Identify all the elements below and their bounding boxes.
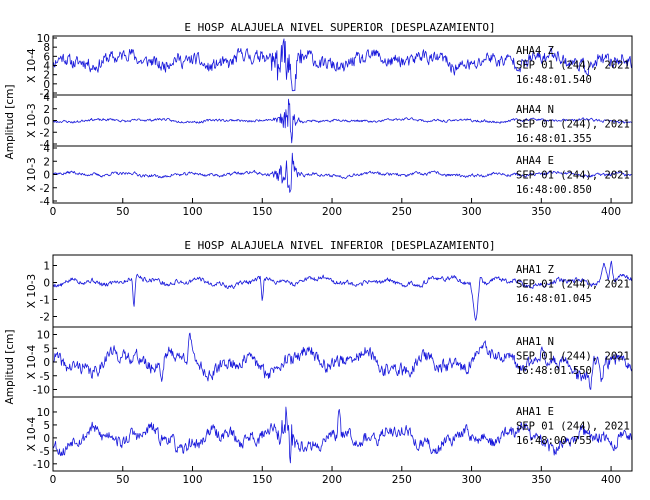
trace-annotation: SEP 01 (244), 2021 [516,421,630,433]
x-tick-label: 150 [252,474,272,486]
trace-annotation: 16:48:01.045 [516,293,592,305]
x-tick-label: 250 [392,206,412,218]
series-trace-1-2 [52,406,633,464]
scale-label: X 10-3 [26,157,38,191]
scale-label: X 10-4 [26,48,38,83]
x-tick-label: 50 [116,206,129,218]
y-tick-label: 2 [43,104,50,116]
trace-annotation: AHA1 N [516,336,554,348]
x-tick-label: 0 [50,474,57,486]
chart-title-bottom: E HOSP ALAJUELA NIVEL INFERIOR [DESPLAZA… [184,239,495,252]
series-trace-0-1 [52,98,633,144]
series-trace-0-0 [52,38,633,92]
trace-annotation: AHA4 N [516,104,554,116]
y-tick-label: 2 [43,70,50,82]
y-tick-label: 4 [43,143,50,155]
trace-annotation: AHA4 Z [516,45,554,57]
y-tick-label: 1 [43,261,50,273]
trace-annotation: 16:48:01.540 [516,74,592,86]
x-tick-label: 200 [322,206,342,218]
x-tick-label: 150 [252,206,272,218]
y-tick-label: 0 [43,433,50,445]
scale-label: X 10-3 [26,274,38,308]
trace-annotation: 16:48:01.355 [516,133,592,145]
chart-title-top: E HOSP ALAJUELA NIVEL SUPERIOR [DESPLAZA… [184,21,495,34]
seismogram-panel: 1 0 -1 -2X 10-3 AHA1 Z SEP 01 (244), 2021 16:4… [26,254,633,328]
series-trace-0-2 [52,152,633,193]
y-tick-label: 8 [43,42,50,54]
y-tick-label: -2 [40,127,50,139]
x-tick-label: 300 [462,474,482,486]
y-tick-label: -2 [40,88,50,100]
trace-annotation: 16:48:00.850 [516,184,592,196]
seismogram-panel: 42 0-2-4X 10-3 AHA4 E SEP 01 (244), 2021 16:… [26,143,633,208]
scale-label: X 10-3 [26,103,38,137]
y-tick-label: 5 [43,420,50,432]
seismogram-panel: 420-2-4X 10-3 AHA4 N SEP 01 (244), 2021 16:… [26,92,633,151]
series-trace-1-0 [52,260,633,321]
y-tick-label: 0 [43,79,50,91]
x-tick-label: 100 [182,474,202,486]
y-tick-label: 6 [43,51,50,63]
trace-annotation: 16:48:01.550 [516,365,592,377]
y-tick-label: -5 [40,371,50,383]
series-trace-1-1 [52,332,633,390]
trace-annotation: SEP 01 (244), 2021 [516,60,630,72]
y-axis-label-top: Amplitud [cm] [4,85,16,160]
trace-annotation: SEP 01 (244), 2021 [516,119,630,131]
y-tick-label: 4 [43,61,50,73]
y-tick-label: 10 [37,33,50,45]
y-tick-label: 5 [43,343,50,355]
y-tick-label: 2 [43,156,50,168]
trace-annotation: AHA4 E [516,155,554,167]
y-tick-label: 10 [37,330,50,342]
x-tick-label: 50 [116,474,129,486]
y-tick-label: -10 [33,459,50,471]
y-tick-label: 0 [43,116,50,128]
trace-annotation: SEP 01 (244), 2021 [516,170,630,182]
y-axis-label-bottom: Amplitud [cm] [4,330,16,405]
x-tick-label: 400 [601,474,621,486]
x-tick-label: 350 [531,474,551,486]
y-tick-label: -1 [40,295,50,307]
y-tick-label: -4 [40,139,51,151]
trace-annotation: SEP 01 (244), 2021 [516,279,630,291]
y-tick-label: -2 [40,183,50,195]
x-tick-label: 200 [322,474,342,486]
seismogram-panel: 105 0 -5 -10 X 10-4 AHA1 N SEP 01 (244), 2021 1… [26,326,633,398]
x-tick-label: 350 [531,206,551,218]
y-tick-label: 0 [43,278,50,290]
y-tick-label: -5 [40,446,50,458]
x-tick-label: 0 [50,206,57,218]
trace-annotation: SEP 01 (244), 2021 [516,351,630,363]
y-tick-label: 0 [43,170,50,182]
y-tick-label: 4 [43,92,50,104]
y-tick-label: -2 [40,312,50,324]
trace-annotation: 16:48:00.755 [516,435,592,447]
trace-annotation: AHA1 E [516,406,554,418]
scale-label: X 10-4 [26,417,38,452]
trace-annotation: AHA1 Z [516,264,554,276]
x-tick-label: 400 [601,206,621,218]
y-tick-label: 10 [37,407,50,419]
panel-frame [52,396,633,472]
x-tick-label: 100 [182,206,202,218]
y-tick-label: -4 [40,196,51,208]
x-tick-label: 250 [392,474,412,486]
y-tick-label: 0 [43,357,50,369]
x-tick-label: 300 [462,206,482,218]
scale-label: X 10-4 [26,345,38,380]
y-tick-label: -10 [33,385,50,397]
